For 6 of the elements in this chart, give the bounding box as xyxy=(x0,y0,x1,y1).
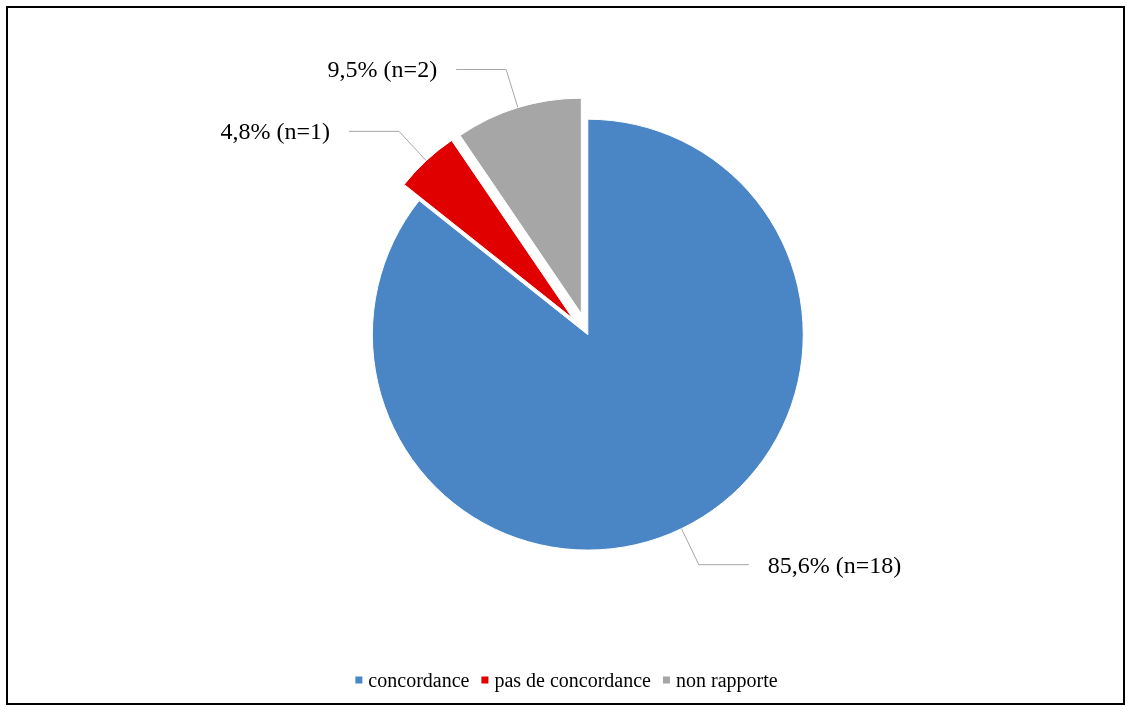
legend-label: concordance xyxy=(368,669,470,691)
data-label: 9,5% (n=2) xyxy=(327,56,438,83)
data-label: 4,8% (n=1) xyxy=(220,118,330,145)
legend-label: pas de concordance xyxy=(494,669,652,692)
data-label: 85,6% (n=18) xyxy=(767,551,902,578)
legend-label: non rapporte xyxy=(676,669,778,692)
